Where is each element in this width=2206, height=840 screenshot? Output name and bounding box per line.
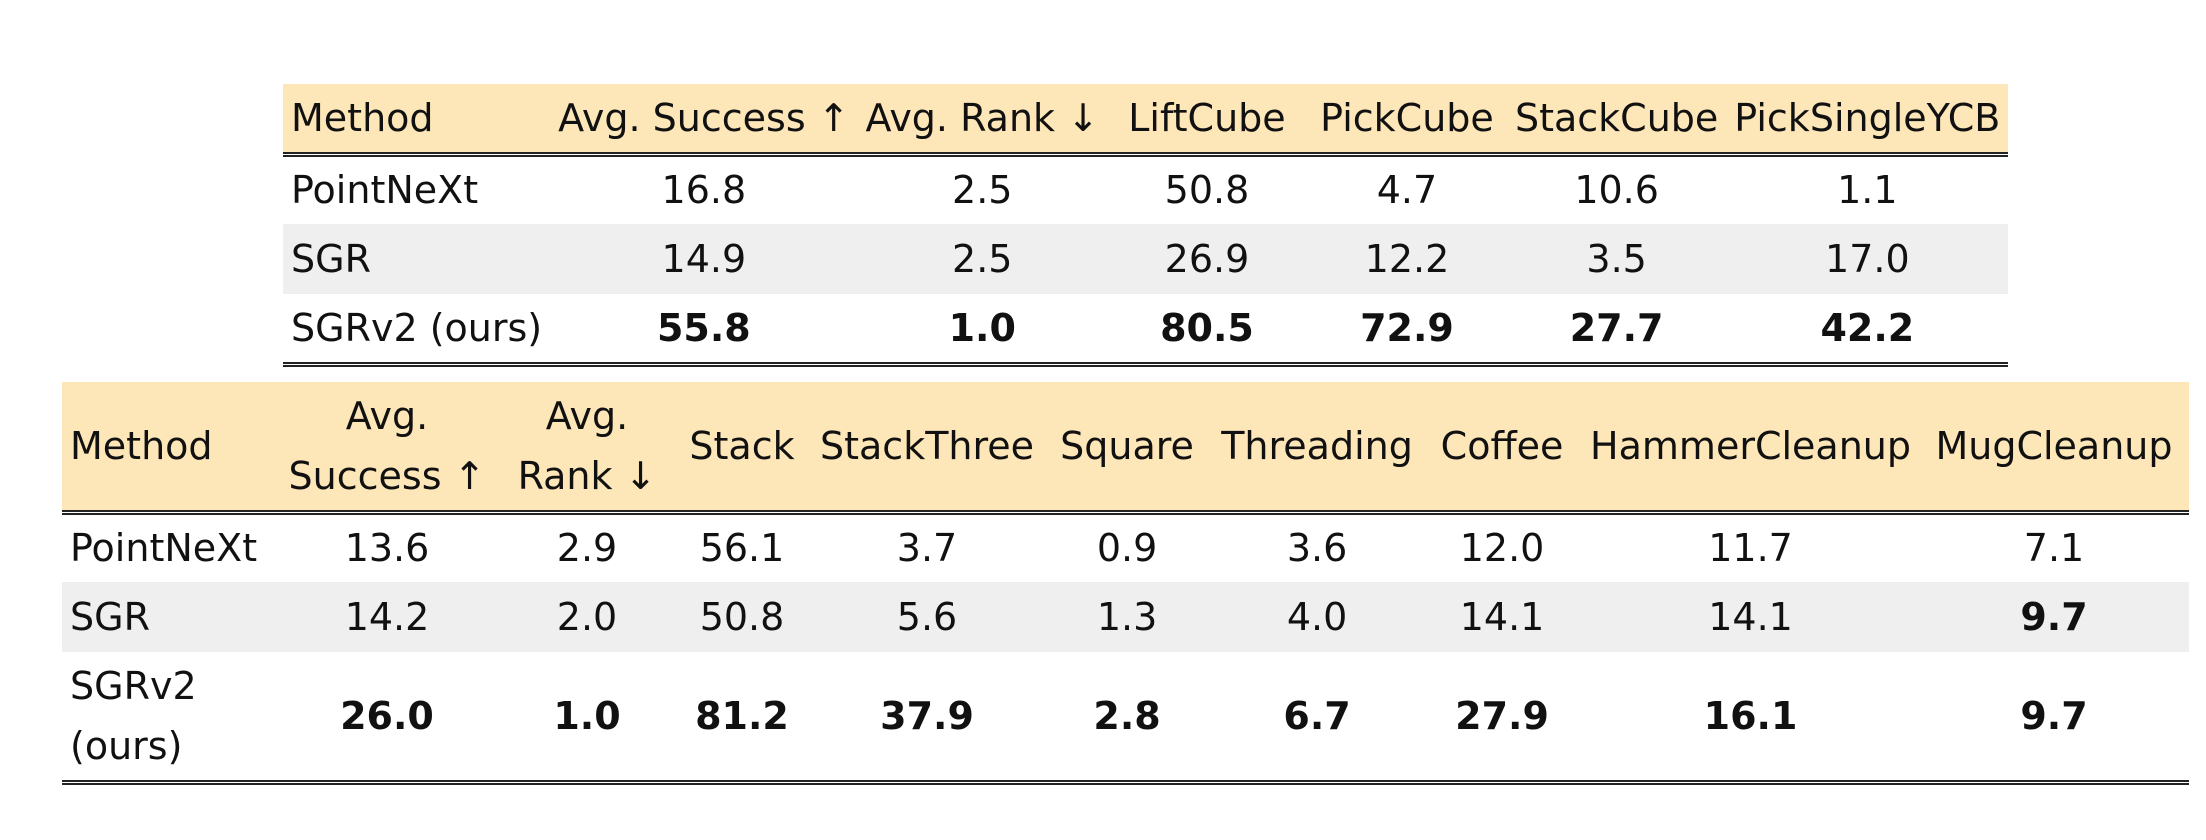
value-cell: 11.7 bbox=[1708, 526, 1793, 571]
table-header-row: Method Avg. Success ↑ Avg. Rank ↓ Stack … bbox=[62, 382, 2189, 512]
column-header: Avg. Success ↑ bbox=[558, 95, 850, 140]
value-cell: 12.2 bbox=[1364, 237, 1450, 281]
value-cell: 5.6 bbox=[896, 595, 958, 639]
value-cell: 50.8 bbox=[699, 595, 785, 639]
value-cell: 6.7 bbox=[1283, 693, 1351, 738]
column-header: Avg. Rank ↓ bbox=[865, 95, 1099, 140]
value-cell: 3.5 bbox=[1586, 237, 1647, 281]
table-row: SGRv2 (ours) 55.8 1.0 80.5 72.9 27.7 42.… bbox=[283, 294, 2008, 364]
value-cell: 7.1 bbox=[2023, 526, 2085, 571]
column-header: LiftCube bbox=[1128, 95, 1286, 140]
column-header: Method bbox=[70, 423, 213, 468]
value-cell: 14.2 bbox=[344, 595, 430, 639]
value-cell: 80.5 bbox=[1160, 305, 1254, 350]
column-header: Method bbox=[291, 95, 434, 140]
value-cell: 55.8 bbox=[656, 305, 751, 350]
value-cell: 4.7 bbox=[1376, 168, 1438, 213]
value-cell: 2.5 bbox=[952, 168, 1013, 213]
value-cell: 0.9 bbox=[1096, 526, 1158, 571]
column-header: Threading bbox=[1221, 423, 1413, 468]
results-table-2: Method Avg. Success ↑ Avg. Rank ↓ Stack … bbox=[62, 382, 2189, 785]
column-header: StackCube bbox=[1514, 95, 1719, 140]
value-cell: 26.0 bbox=[340, 693, 434, 738]
table-header-row: Method Avg. Success ↑ Avg. Rank ↓ LiftCu… bbox=[283, 84, 2009, 154]
method-cell: SGR bbox=[291, 237, 371, 281]
method-cell: SGRv2 (ours) bbox=[70, 663, 197, 768]
column-header: PickCube bbox=[1320, 95, 1494, 140]
value-cell: 72.9 bbox=[1360, 305, 1454, 350]
value-cell: 3.6 bbox=[1286, 526, 1348, 571]
value-cell: 56.1 bbox=[699, 526, 785, 571]
value-cell: 12.0 bbox=[1459, 526, 1545, 571]
table-row: SGR 14.9 2.5 26.9 12.2 3.5 17.0 bbox=[283, 224, 2009, 294]
column-header: HammerCleanup bbox=[1590, 423, 1911, 468]
value-cell: 27.7 bbox=[1569, 305, 1664, 350]
value-cell: 17.0 bbox=[1825, 237, 1910, 281]
value-cell: 26.9 bbox=[1164, 237, 1250, 281]
value-cell: 14.1 bbox=[1459, 595, 1545, 639]
value-cell: 2.9 bbox=[556, 526, 618, 571]
column-header: PickSingleYCB bbox=[1734, 95, 2001, 140]
column-header: Stack bbox=[689, 423, 795, 468]
results-table-1: Method Avg. Success ↑ Avg. Rank ↓ LiftCu… bbox=[283, 84, 2009, 367]
value-cell: 16.1 bbox=[1703, 693, 1798, 738]
value-cell: 13.6 bbox=[344, 526, 430, 571]
value-cell: 27.9 bbox=[1455, 693, 1549, 738]
table-row: SGRv2 (ours) 26.0 1.0 81.2 37.9 2.8 6.7 … bbox=[62, 652, 2189, 782]
method-cell: SGRv2 (ours) bbox=[291, 305, 543, 350]
value-cell: 14.1 bbox=[1708, 595, 1793, 639]
column-header: Coffee bbox=[1440, 423, 1564, 468]
value-cell: 4.0 bbox=[1286, 595, 1348, 639]
value-cell: 16.8 bbox=[661, 168, 747, 213]
table-row: SGR 14.2 2.0 50.8 5.6 1.3 4.0 14.1 14.1 … bbox=[62, 582, 2189, 652]
method-cell: SGR bbox=[70, 595, 150, 639]
value-cell: 3.7 bbox=[896, 526, 958, 571]
table-row: PointNeXt 13.6 2.9 56.1 3.7 0.9 3.6 12.0… bbox=[62, 512, 2189, 582]
method-cell: PointNeXt bbox=[70, 526, 258, 571]
value-cell: 2.0 bbox=[556, 595, 618, 639]
value-cell: 37.9 bbox=[880, 693, 974, 738]
column-header: Square bbox=[1060, 423, 1194, 468]
value-cell: 2.5 bbox=[952, 237, 1013, 281]
method-cell: PointNeXt bbox=[291, 168, 479, 213]
column-header: MugCleanup bbox=[1935, 423, 2173, 468]
value-cell: 10.6 bbox=[1574, 168, 1659, 213]
value-cell: 1.0 bbox=[948, 305, 1016, 350]
value-cell: 1.1 bbox=[1837, 168, 1898, 213]
column-header: Avg. Rank ↓ bbox=[517, 393, 657, 498]
value-cell: 1.0 bbox=[553, 693, 621, 738]
value-cell: 42.2 bbox=[1820, 305, 1915, 350]
value-cell: 9.7 bbox=[2020, 693, 2088, 738]
value-cell: 14.9 bbox=[661, 237, 747, 281]
column-header: Avg. Success ↑ bbox=[288, 393, 486, 498]
value-cell: 81.2 bbox=[695, 693, 789, 738]
value-cell: 9.7 bbox=[2020, 595, 2088, 639]
value-cell: 2.8 bbox=[1093, 693, 1161, 738]
table-row: PointNeXt 16.8 2.5 50.8 4.7 10.6 1.1 bbox=[283, 154, 2008, 224]
column-header: StackThree bbox=[820, 423, 1035, 468]
value-cell: 50.8 bbox=[1164, 168, 1250, 213]
value-cell: 1.3 bbox=[1096, 595, 1158, 639]
